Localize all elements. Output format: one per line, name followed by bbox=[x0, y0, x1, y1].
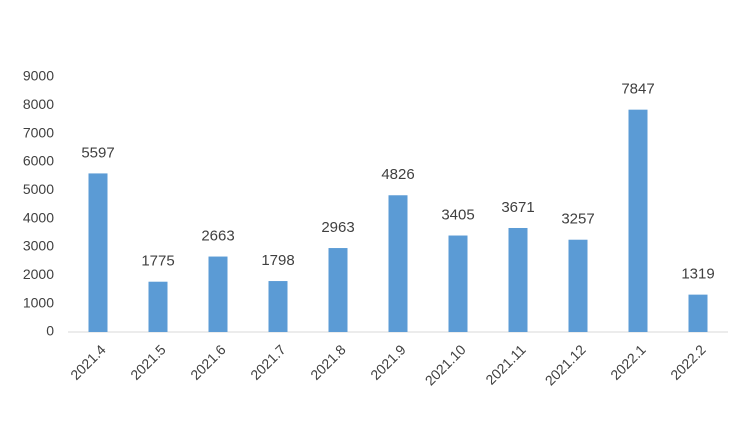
y-tick-label: 4000 bbox=[23, 209, 54, 225]
data-label: 2663 bbox=[201, 228, 234, 245]
data-label: 5597 bbox=[81, 144, 114, 161]
y-tick-label: 5000 bbox=[23, 181, 54, 197]
x-tick-label: 2021.4 bbox=[67, 341, 109, 383]
x-tick-label: 2021.5 bbox=[127, 341, 169, 383]
bar bbox=[268, 281, 288, 332]
data-label: 1775 bbox=[141, 253, 174, 270]
y-tick-label: 9000 bbox=[23, 68, 54, 84]
data-label: 1319 bbox=[681, 266, 714, 283]
y-tick-label: 6000 bbox=[23, 153, 54, 169]
x-tick-label: 2021.12 bbox=[542, 341, 589, 388]
x-tick-label: 2021.8 bbox=[307, 341, 349, 383]
bar bbox=[628, 109, 648, 332]
data-label: 1798 bbox=[261, 252, 294, 269]
y-tick-label: 1000 bbox=[23, 294, 54, 310]
x-tick-label: 2021.6 bbox=[187, 341, 229, 383]
x-tick-label: 2021.7 bbox=[247, 341, 289, 383]
bar bbox=[508, 227, 528, 332]
data-label: 3257 bbox=[561, 211, 594, 228]
data-label: 7847 bbox=[621, 81, 654, 98]
y-tick-label: 2000 bbox=[23, 266, 54, 282]
y-tick-label: 3000 bbox=[23, 238, 54, 254]
bar bbox=[328, 248, 348, 332]
data-label: 3671 bbox=[501, 199, 534, 216]
bar bbox=[148, 281, 168, 332]
bar bbox=[568, 239, 588, 332]
x-tick-label: 2021.11 bbox=[482, 341, 529, 388]
bar bbox=[688, 294, 708, 332]
data-label: 2963 bbox=[321, 219, 354, 236]
bar bbox=[208, 256, 228, 332]
y-tick-label: 7000 bbox=[23, 124, 54, 140]
bar bbox=[88, 173, 108, 332]
x-tick-label: 2022.2 bbox=[667, 341, 709, 383]
x-tick-label: 2022.1 bbox=[607, 341, 649, 383]
data-label: 4826 bbox=[381, 166, 414, 183]
y-tick-label: 8000 bbox=[23, 96, 54, 112]
bar bbox=[388, 195, 408, 332]
x-tick-label: 2021.9 bbox=[367, 341, 409, 383]
x-tick-label: 2021.10 bbox=[422, 341, 469, 388]
bar bbox=[448, 235, 468, 332]
y-tick-label: 0 bbox=[46, 323, 54, 339]
data-label: 3405 bbox=[441, 206, 474, 223]
